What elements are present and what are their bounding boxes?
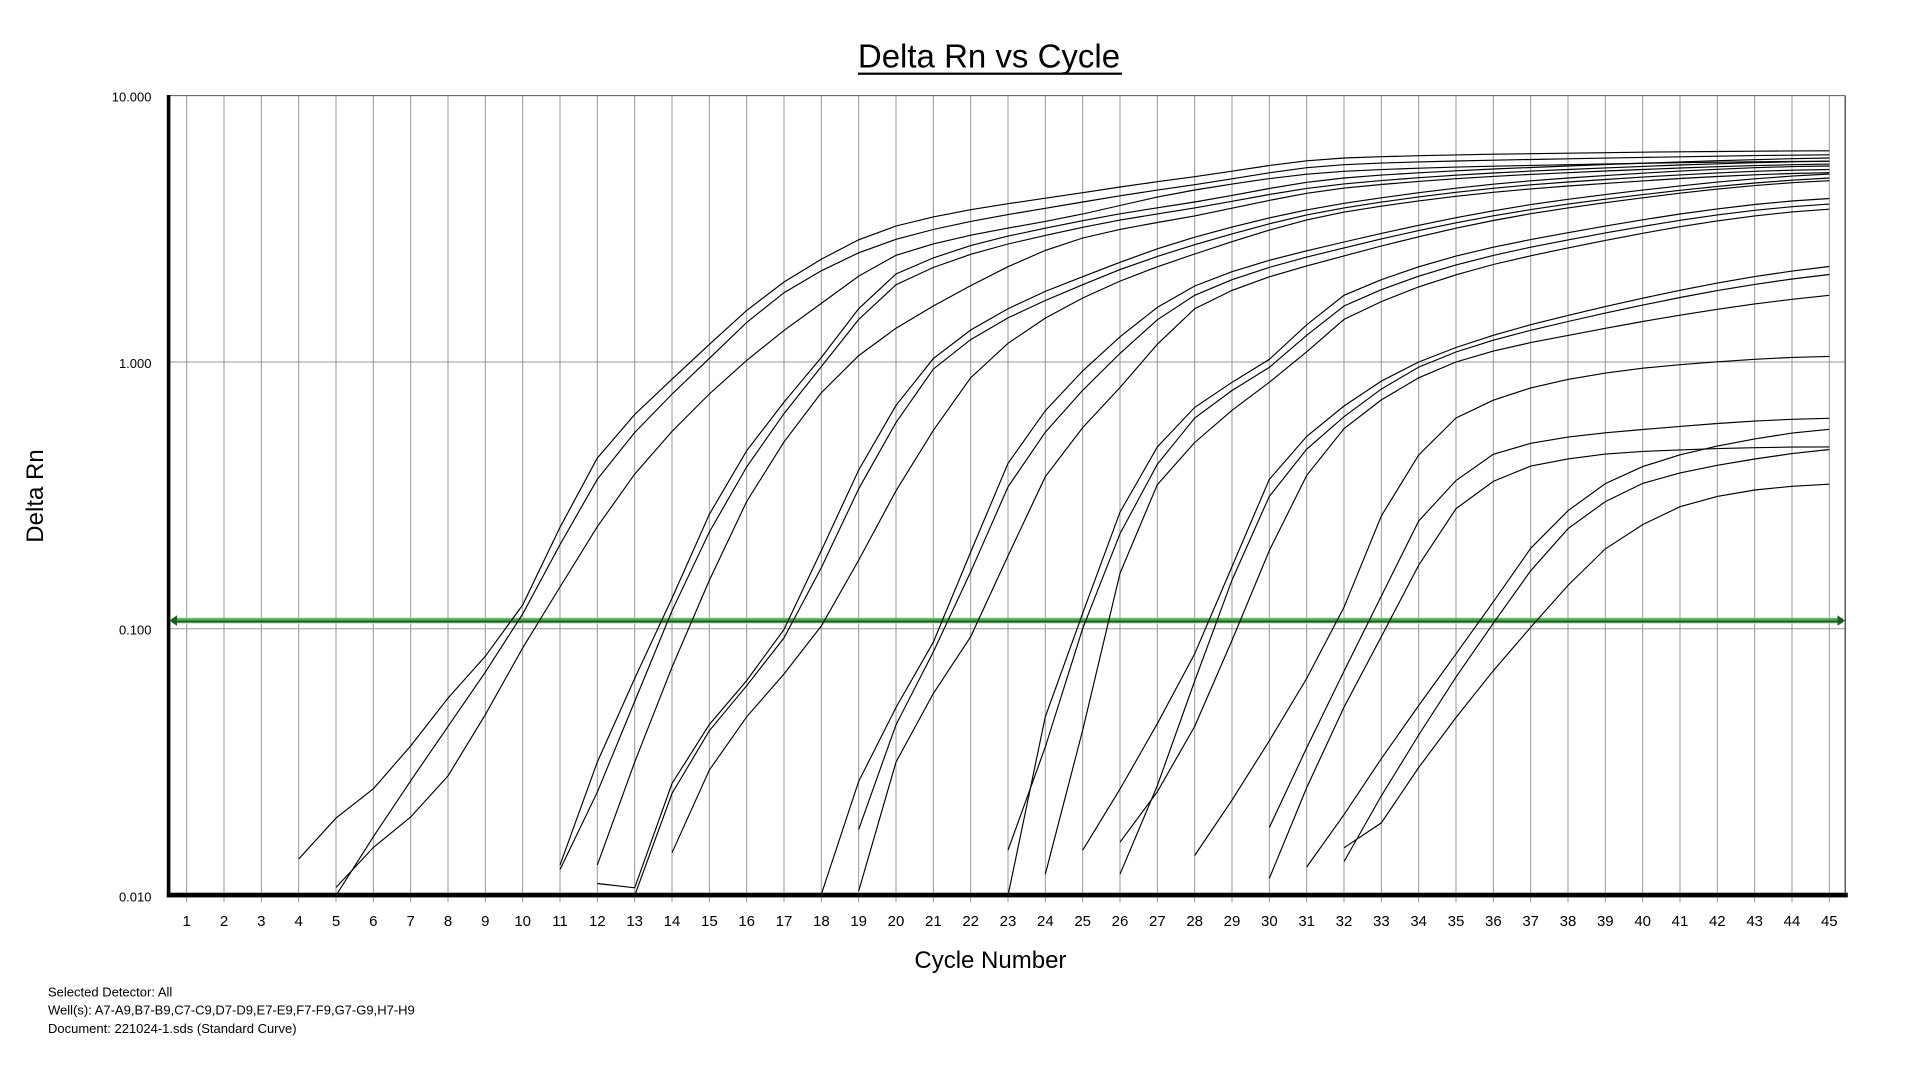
svg-text:41: 41	[1672, 913, 1689, 930]
svg-text:16: 16	[738, 913, 755, 930]
svg-text:15: 15	[701, 913, 718, 930]
svg-text:27: 27	[1149, 913, 1166, 930]
svg-text:5: 5	[332, 913, 340, 930]
svg-text:22: 22	[962, 913, 979, 930]
svg-text:20: 20	[888, 913, 905, 930]
svg-text:24: 24	[1037, 913, 1054, 930]
svg-text:12: 12	[589, 913, 606, 930]
svg-text:37: 37	[1522, 913, 1539, 930]
svg-text:26: 26	[1112, 913, 1129, 930]
svg-text:44: 44	[1784, 913, 1801, 930]
svg-text:8: 8	[444, 913, 452, 930]
svg-text:35: 35	[1448, 913, 1465, 930]
svg-text:0.010: 0.010	[119, 889, 152, 904]
svg-text:21: 21	[925, 913, 942, 930]
svg-text:43: 43	[1746, 913, 1763, 930]
svg-text:17: 17	[776, 913, 793, 930]
svg-text:10.000: 10.000	[112, 89, 152, 104]
svg-text:1.000: 1.000	[119, 356, 152, 371]
svg-text:13: 13	[626, 913, 643, 930]
svg-text:34: 34	[1410, 913, 1427, 930]
svg-text:Well(s): A7-A9,B7-B9,C7-C9,D7-: Well(s): A7-A9,B7-B9,C7-C9,D7-D9,E7-E9,F…	[48, 1003, 415, 1018]
svg-text:31: 31	[1298, 913, 1315, 930]
svg-text:11: 11	[552, 913, 568, 930]
svg-text:18: 18	[813, 913, 830, 930]
svg-text:4: 4	[294, 913, 302, 930]
svg-text:Document: 221024-1.sds (Standa: Document: 221024-1.sds (Standard Curve)	[48, 1021, 297, 1036]
svg-text:3: 3	[257, 913, 265, 930]
svg-text:23: 23	[1000, 913, 1017, 930]
svg-text:25: 25	[1074, 913, 1091, 930]
svg-text:39: 39	[1597, 913, 1614, 930]
svg-text:42: 42	[1709, 913, 1726, 930]
svg-text:28: 28	[1186, 913, 1203, 930]
svg-text:Delta Rn vs Cycle: Delta Rn vs Cycle	[858, 37, 1120, 74]
svg-text:38: 38	[1560, 913, 1577, 930]
svg-text:0.100: 0.100	[119, 623, 152, 638]
svg-text:10: 10	[514, 913, 531, 930]
svg-text:36: 36	[1485, 913, 1502, 930]
svg-text:9: 9	[481, 913, 489, 930]
svg-text:29: 29	[1224, 913, 1241, 930]
svg-text:Selected Detector: All: Selected Detector: All	[48, 985, 172, 1000]
svg-text:40: 40	[1634, 913, 1651, 930]
svg-text:45: 45	[1821, 913, 1838, 930]
svg-text:1: 1	[182, 913, 190, 930]
svg-text:33: 33	[1373, 913, 1390, 930]
svg-text:7: 7	[406, 913, 414, 930]
svg-text:14: 14	[664, 913, 681, 930]
svg-text:30: 30	[1261, 913, 1278, 930]
svg-text:19: 19	[850, 913, 867, 930]
svg-text:32: 32	[1336, 913, 1353, 930]
svg-text:Delta Rn: Delta Rn	[22, 449, 49, 542]
svg-text:2: 2	[220, 913, 228, 930]
svg-text:6: 6	[369, 913, 377, 930]
svg-text:Cycle Number: Cycle Number	[914, 947, 1066, 974]
